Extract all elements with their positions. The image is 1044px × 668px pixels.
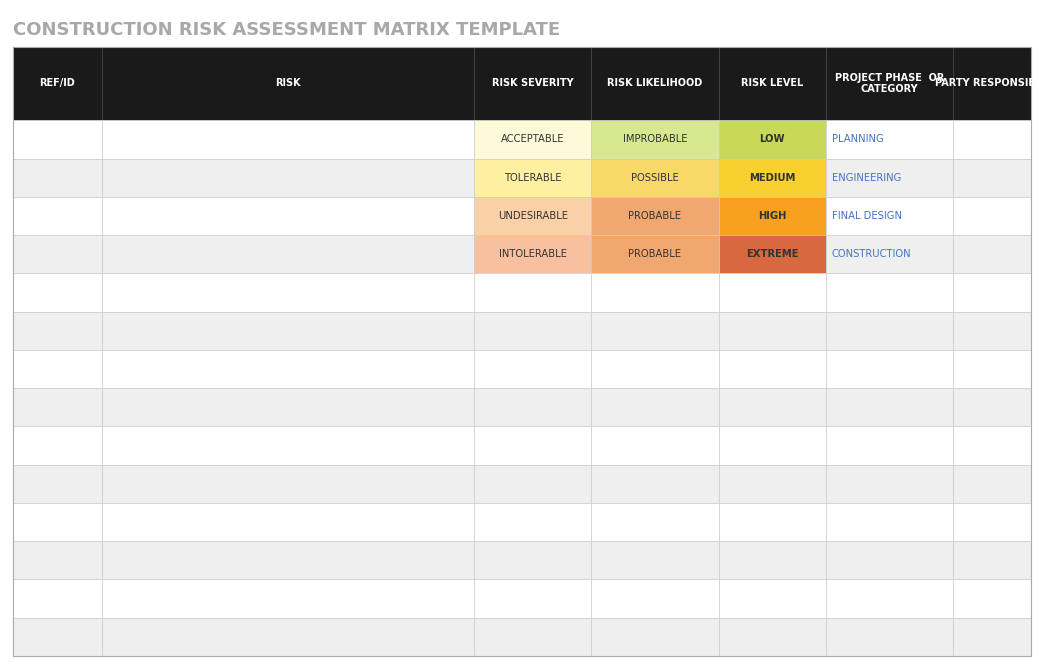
Text: RISK SEVERITY: RISK SEVERITY bbox=[492, 79, 573, 88]
Text: ENGINEERING: ENGINEERING bbox=[832, 172, 901, 182]
Text: PLANNING: PLANNING bbox=[832, 134, 883, 144]
Text: RISK: RISK bbox=[276, 79, 301, 88]
Text: PARTY RESPONSIBLE: PARTY RESPONSIBLE bbox=[935, 79, 1044, 88]
Text: IMPROBABLE: IMPROBABLE bbox=[622, 134, 687, 144]
Text: REF/ID: REF/ID bbox=[40, 79, 75, 88]
Text: PROBABLE: PROBABLE bbox=[628, 249, 682, 259]
Text: EXTREME: EXTREME bbox=[745, 249, 799, 259]
Text: POSSIBLE: POSSIBLE bbox=[631, 172, 679, 182]
Text: CONSTRUCTION RISK ASSESSMENT MATRIX TEMPLATE: CONSTRUCTION RISK ASSESSMENT MATRIX TEMP… bbox=[13, 21, 560, 39]
Text: LOW: LOW bbox=[759, 134, 785, 144]
Text: UNDESIRABLE: UNDESIRABLE bbox=[498, 211, 568, 221]
Text: HIGH: HIGH bbox=[758, 211, 786, 221]
Text: PROJECT PHASE  OR
CATEGORY: PROJECT PHASE OR CATEGORY bbox=[834, 73, 944, 94]
Text: FINAL DESIGN: FINAL DESIGN bbox=[832, 211, 902, 221]
Text: INTOLERABLE: INTOLERABLE bbox=[499, 249, 567, 259]
Text: CONSTRUCTION: CONSTRUCTION bbox=[832, 249, 911, 259]
Text: RISK LEVEL: RISK LEVEL bbox=[741, 79, 803, 88]
Text: PROBABLE: PROBABLE bbox=[628, 211, 682, 221]
Text: ACCEPTABLE: ACCEPTABLE bbox=[501, 134, 565, 144]
Text: MEDIUM: MEDIUM bbox=[749, 172, 796, 182]
Text: TOLERABLE: TOLERABLE bbox=[504, 172, 562, 182]
Text: RISK LIKELIHOOD: RISK LIKELIHOOD bbox=[608, 79, 703, 88]
